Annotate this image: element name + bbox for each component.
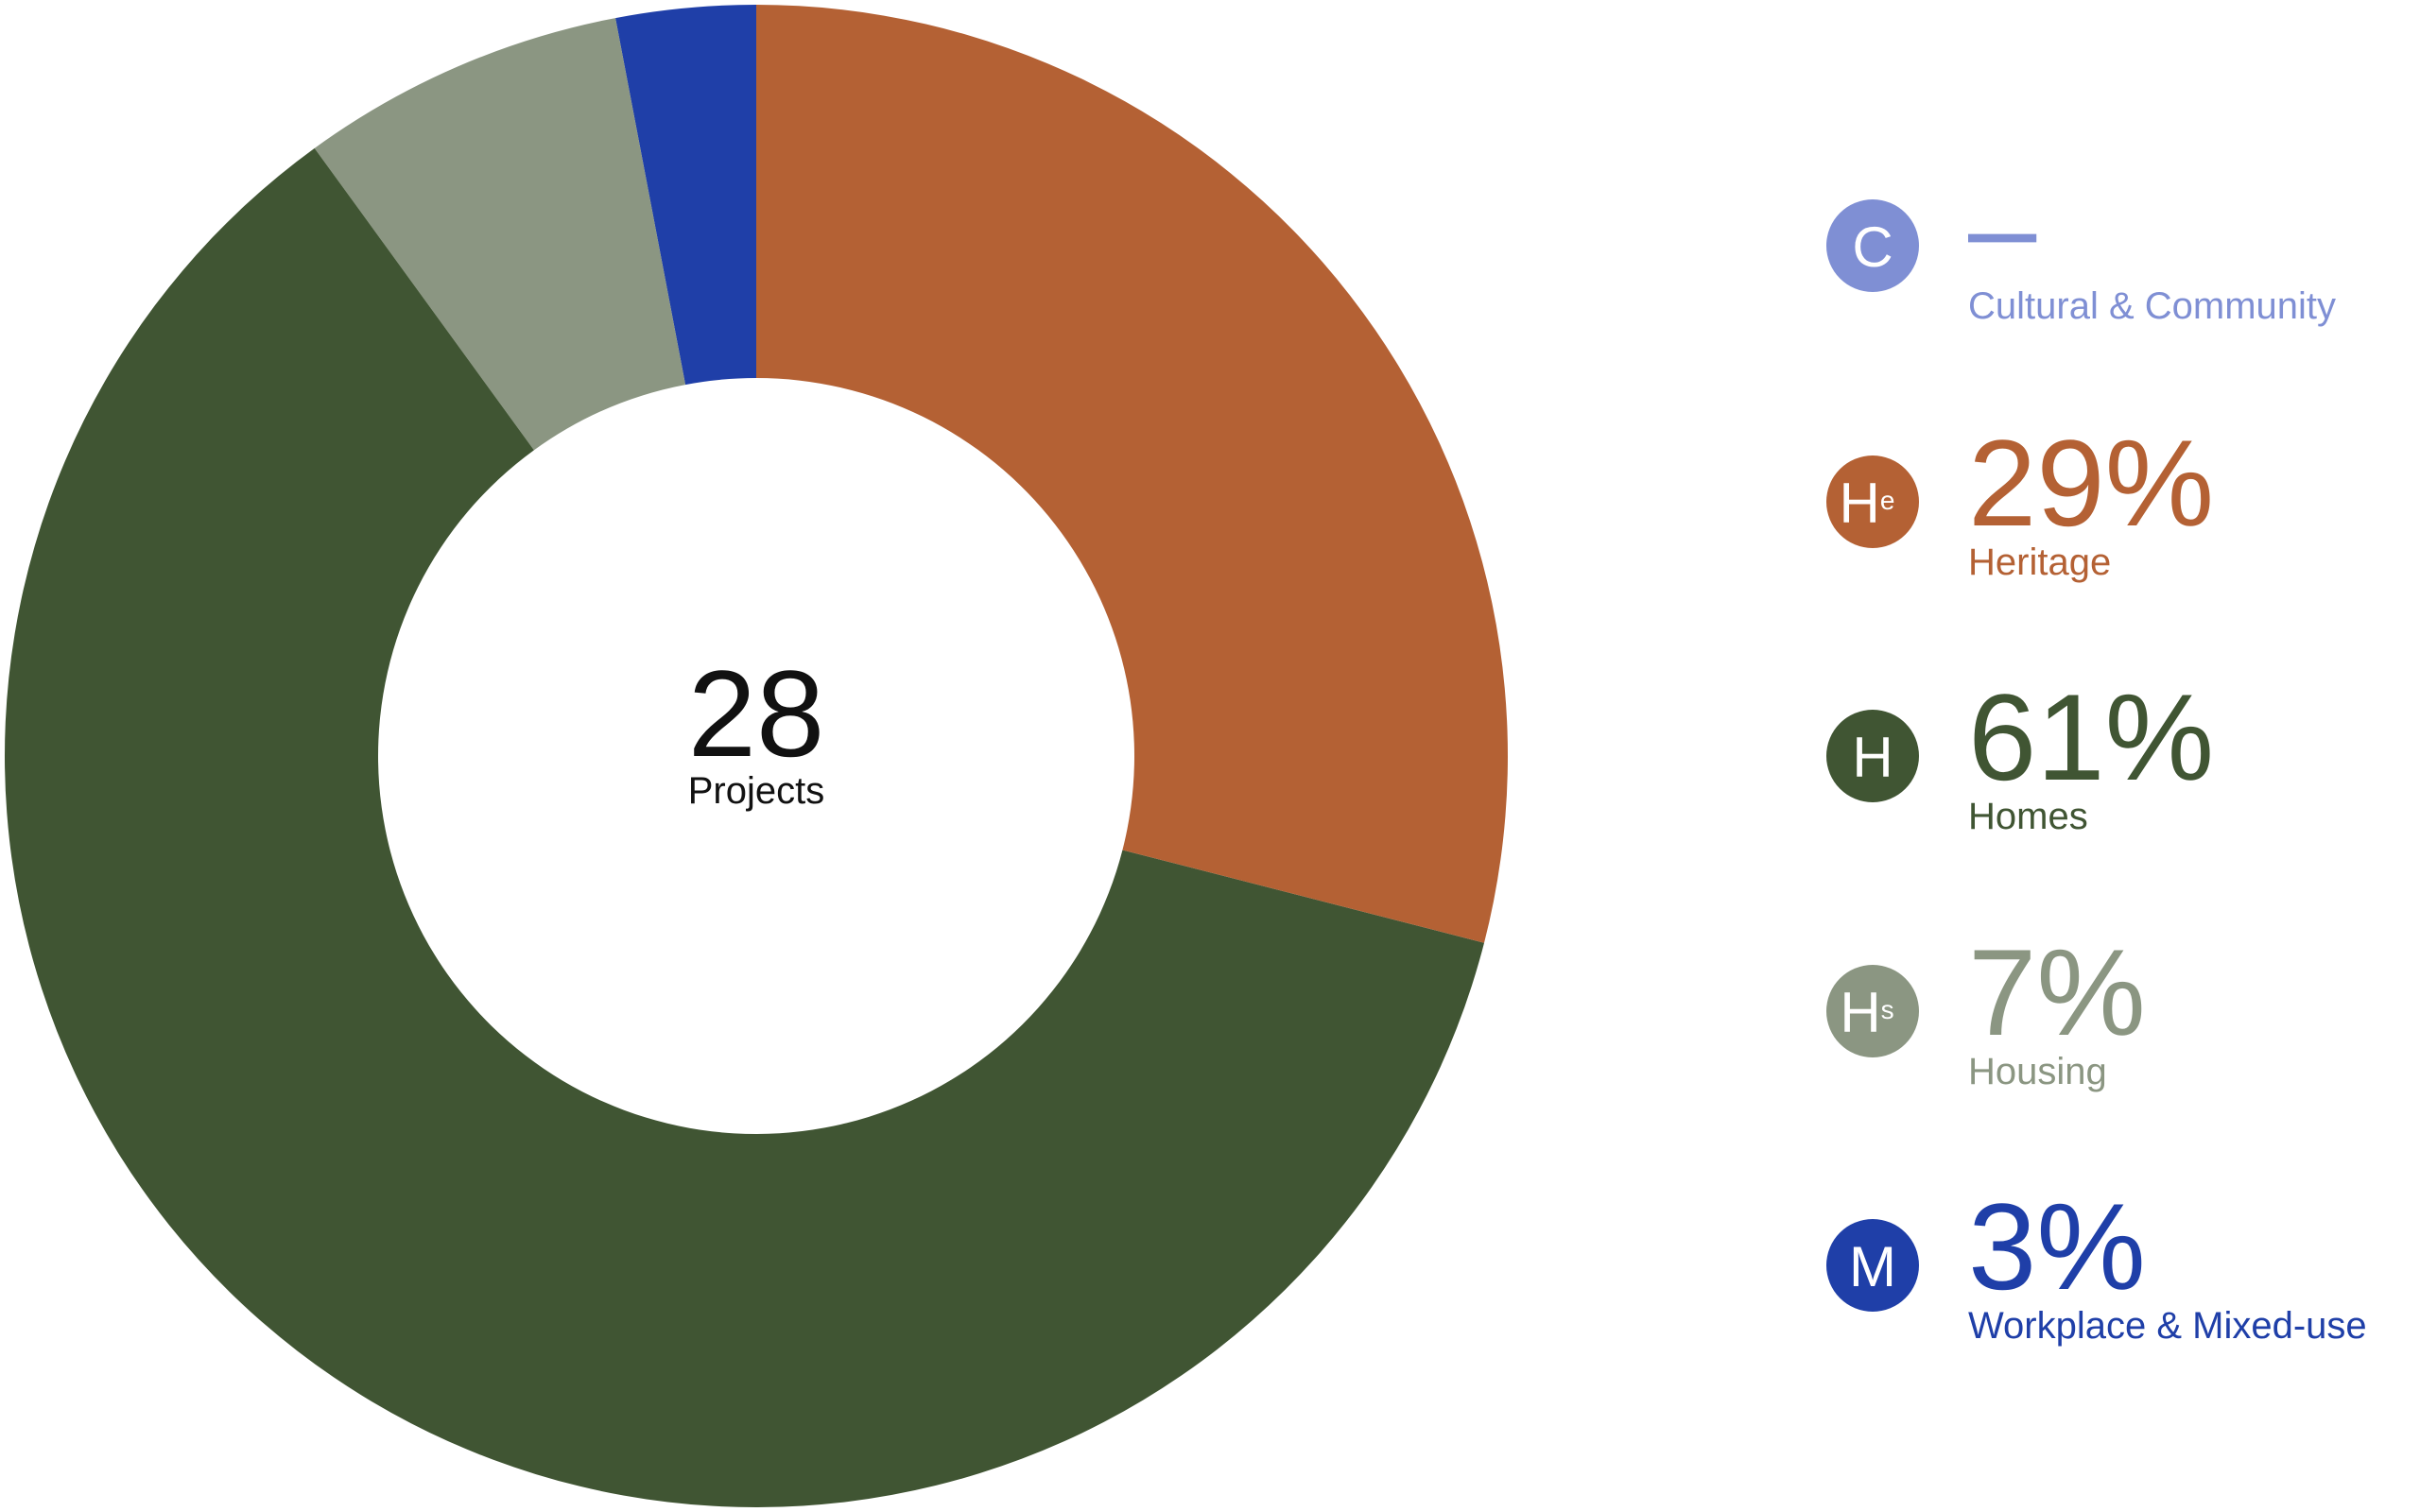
legend-icon [1826,965,1919,1057]
legend-label: Homes [1968,796,2088,837]
legend-symbol: He [1840,472,1895,535]
legend-icon [1826,1219,1919,1312]
legend-icon [1826,455,1919,548]
legend-value: 29% [1968,414,2214,552]
legend-label: Cultural & Community [1968,285,2336,327]
legend-label: Heritage [1968,541,2111,583]
legend-label: Housing [1968,1051,2107,1092]
center-label: Projects [688,770,825,812]
center-value: 28 [688,644,825,782]
legend-icon [1826,199,1919,292]
legend-symbol: M [1849,1235,1896,1298]
legend-symbol: C [1852,215,1893,279]
legend-symbol: H [1852,726,1893,789]
donut-slice [615,5,756,386]
legend-symbol: Hs [1840,981,1893,1044]
donut-slice [314,18,686,451]
legend-value: 3% [1968,1177,2146,1315]
legend-icon [1826,710,1919,802]
legend-value: 61% [1968,668,2214,806]
donut-slice [756,5,1508,943]
legend-value: – [1968,158,2037,296]
legend-label: Workplace & Mixed-use [1968,1305,2367,1347]
legend-value: 7% [1968,923,2146,1061]
donut-slice [4,147,1485,1507]
